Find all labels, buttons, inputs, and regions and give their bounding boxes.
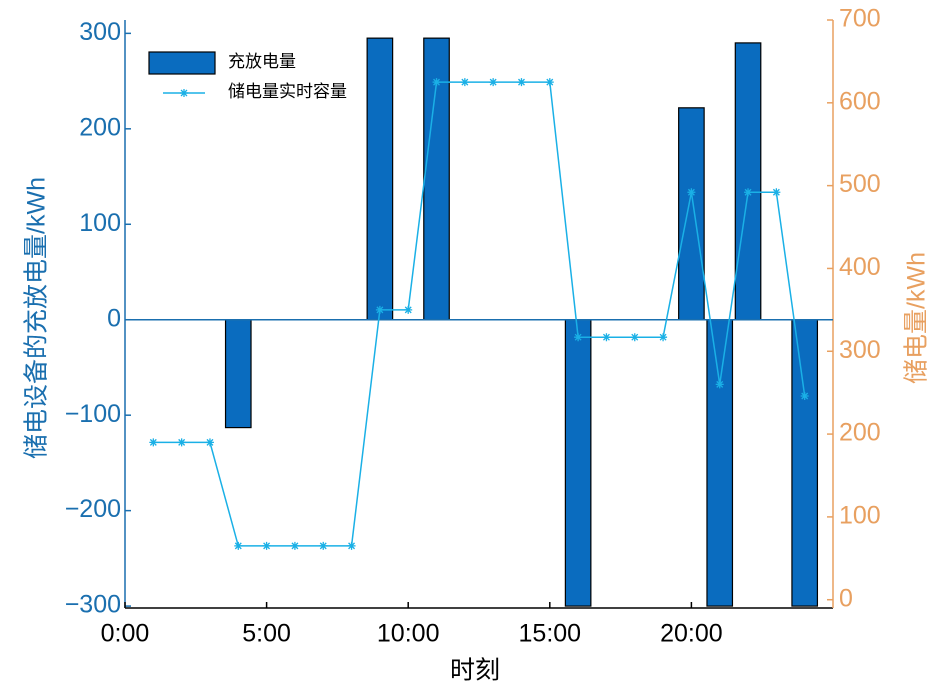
y2-axis-label: 储电量/kWh xyxy=(903,252,931,384)
y2-tick-label: 600 xyxy=(839,87,881,115)
legend-label: 储电量实时容量 xyxy=(228,82,347,101)
x-tick-label: 15:00 xyxy=(519,620,582,648)
bar xyxy=(564,319,592,607)
x-tick-label: 5:00 xyxy=(242,620,291,648)
marker xyxy=(659,333,668,342)
y-tick-label: 0 xyxy=(107,304,121,332)
legend-marker xyxy=(180,89,188,97)
legend-label: 充放电量 xyxy=(228,52,296,71)
y-tick-label: 100 xyxy=(79,209,121,237)
marker xyxy=(744,188,753,197)
y2-tick-label: 200 xyxy=(839,419,881,447)
marker xyxy=(489,78,498,87)
y-axis-label: 储电设备的充放电量/kWh xyxy=(23,177,51,459)
marker xyxy=(460,78,469,87)
marker xyxy=(800,391,809,400)
marker xyxy=(205,438,214,447)
legend-swatch xyxy=(148,51,216,75)
y2-tick-label: 300 xyxy=(839,336,881,364)
y-tick-label: −200 xyxy=(65,495,121,523)
marker xyxy=(687,188,696,197)
marker xyxy=(347,541,356,550)
marker xyxy=(375,305,384,314)
marker xyxy=(432,78,441,87)
line xyxy=(153,81,806,547)
bar xyxy=(706,319,734,607)
marker xyxy=(630,333,639,342)
marker xyxy=(602,333,611,342)
bar xyxy=(734,42,762,321)
marker xyxy=(574,333,583,342)
y2-tick-label: 400 xyxy=(839,253,881,281)
x-tick-label: 0:00 xyxy=(101,620,150,648)
bar xyxy=(791,319,819,607)
marker xyxy=(715,380,724,389)
x-tick-label: 10:00 xyxy=(377,620,440,648)
marker xyxy=(234,541,243,550)
y2-tick-label: 100 xyxy=(839,502,881,530)
bar xyxy=(366,37,394,321)
marker xyxy=(517,78,526,87)
marker xyxy=(177,438,186,447)
y-tick-label: 300 xyxy=(79,18,121,46)
marker xyxy=(772,188,781,197)
bar xyxy=(678,107,705,321)
bar xyxy=(224,319,252,429)
marker xyxy=(262,541,271,550)
x-tick-label: 20:00 xyxy=(660,620,723,648)
y-tick-label: 200 xyxy=(79,113,121,141)
x-axis-label: 时刻 xyxy=(450,657,500,685)
marker xyxy=(545,78,554,87)
marker xyxy=(404,305,413,314)
marker xyxy=(149,438,158,447)
y2-tick-label: 500 xyxy=(839,170,881,198)
y2-tick-label: 0 xyxy=(839,584,853,612)
y-tick-label: −300 xyxy=(65,591,121,619)
marker xyxy=(290,541,299,550)
y2-tick-label: 700 xyxy=(839,5,881,33)
marker xyxy=(319,541,328,550)
y-tick-label: −100 xyxy=(65,400,121,428)
